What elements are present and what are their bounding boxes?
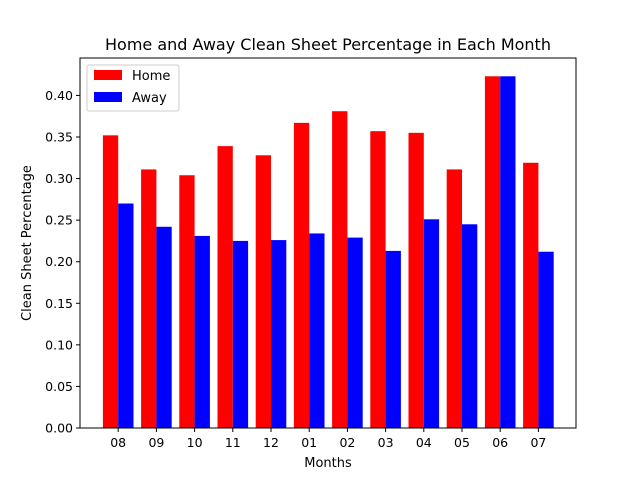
x-tick-label: 09	[148, 435, 164, 450]
x-tick-label: 07	[530, 435, 546, 450]
bar-home-01	[293, 122, 310, 428]
y-tick-label: 0.30	[45, 171, 73, 186]
bar-away-12	[271, 240, 287, 428]
y-tick-label: 0.05	[45, 379, 73, 394]
x-tick-label: 05	[454, 435, 470, 450]
x-tick-label: 02	[339, 435, 355, 450]
y-tick-label: 0.35	[45, 129, 73, 144]
bar-home-03	[370, 131, 386, 429]
bar-away-03	[385, 250, 401, 428]
y-axis: 0.00 0.05 0.10 0.15 0.20 0.25 0.30 0.35 0.40	[45, 88, 80, 436]
bar-home-04	[408, 132, 424, 428]
bar-away-11	[232, 240, 249, 428]
y-tick-label: 0.20	[45, 254, 73, 269]
y-axis-label: Clean Sheet Percentage	[20, 165, 35, 321]
x-tick-label: 03	[378, 435, 394, 450]
bar-away-02	[347, 237, 363, 428]
bar-home-06	[484, 76, 501, 428]
bar-home-10	[179, 175, 195, 428]
bar-away-07	[538, 251, 554, 428]
bar-home-05	[446, 169, 462, 429]
x-tick-label: 04	[416, 435, 432, 450]
y-tick-label: 0.00	[45, 421, 73, 436]
bar-home-11	[217, 146, 233, 428]
x-tick-label: 08	[110, 435, 126, 450]
chart-title: Home and Away Clean Sheet Percentage in …	[105, 35, 551, 54]
y-tick-label: 0.15	[45, 296, 73, 311]
x-axis-label: Months	[304, 456, 352, 471]
bar-away-04	[423, 219, 440, 428]
bar-away-08	[118, 203, 134, 428]
x-tick-label: 12	[263, 435, 279, 450]
x-tick-label: 01	[301, 435, 317, 450]
bar-away-01	[309, 233, 325, 428]
bar-home-09	[141, 169, 157, 429]
bar-away-06	[500, 76, 516, 428]
bars-group	[102, 76, 554, 429]
bar-away-05	[462, 224, 478, 428]
legend-swatch-home	[94, 70, 122, 80]
y-tick-label: 0.25	[45, 213, 73, 228]
legend: Home Away	[86, 64, 180, 112]
bar-away-10	[194, 235, 210, 428]
y-tick-label: 0.10	[45, 337, 73, 352]
bar-home-02	[332, 111, 348, 429]
x-tick-label: 11	[225, 435, 241, 450]
bar-home-07	[523, 162, 539, 428]
plot-frame	[79, 57, 577, 429]
x-tick-label: 06	[492, 435, 508, 450]
legend-swatch-away	[94, 92, 122, 102]
x-tick-label: 10	[187, 435, 203, 450]
legend-label-home: Home	[132, 69, 170, 84]
y-tick-label: 0.40	[45, 88, 73, 103]
bar-home-12	[255, 155, 271, 428]
legend-label-away: Away	[132, 91, 167, 106]
bar-away-09	[156, 226, 172, 428]
x-axis: 08 09 10 11 12 01 02 03 04 05 06 07	[110, 428, 546, 450]
bar-home-08	[102, 135, 119, 428]
